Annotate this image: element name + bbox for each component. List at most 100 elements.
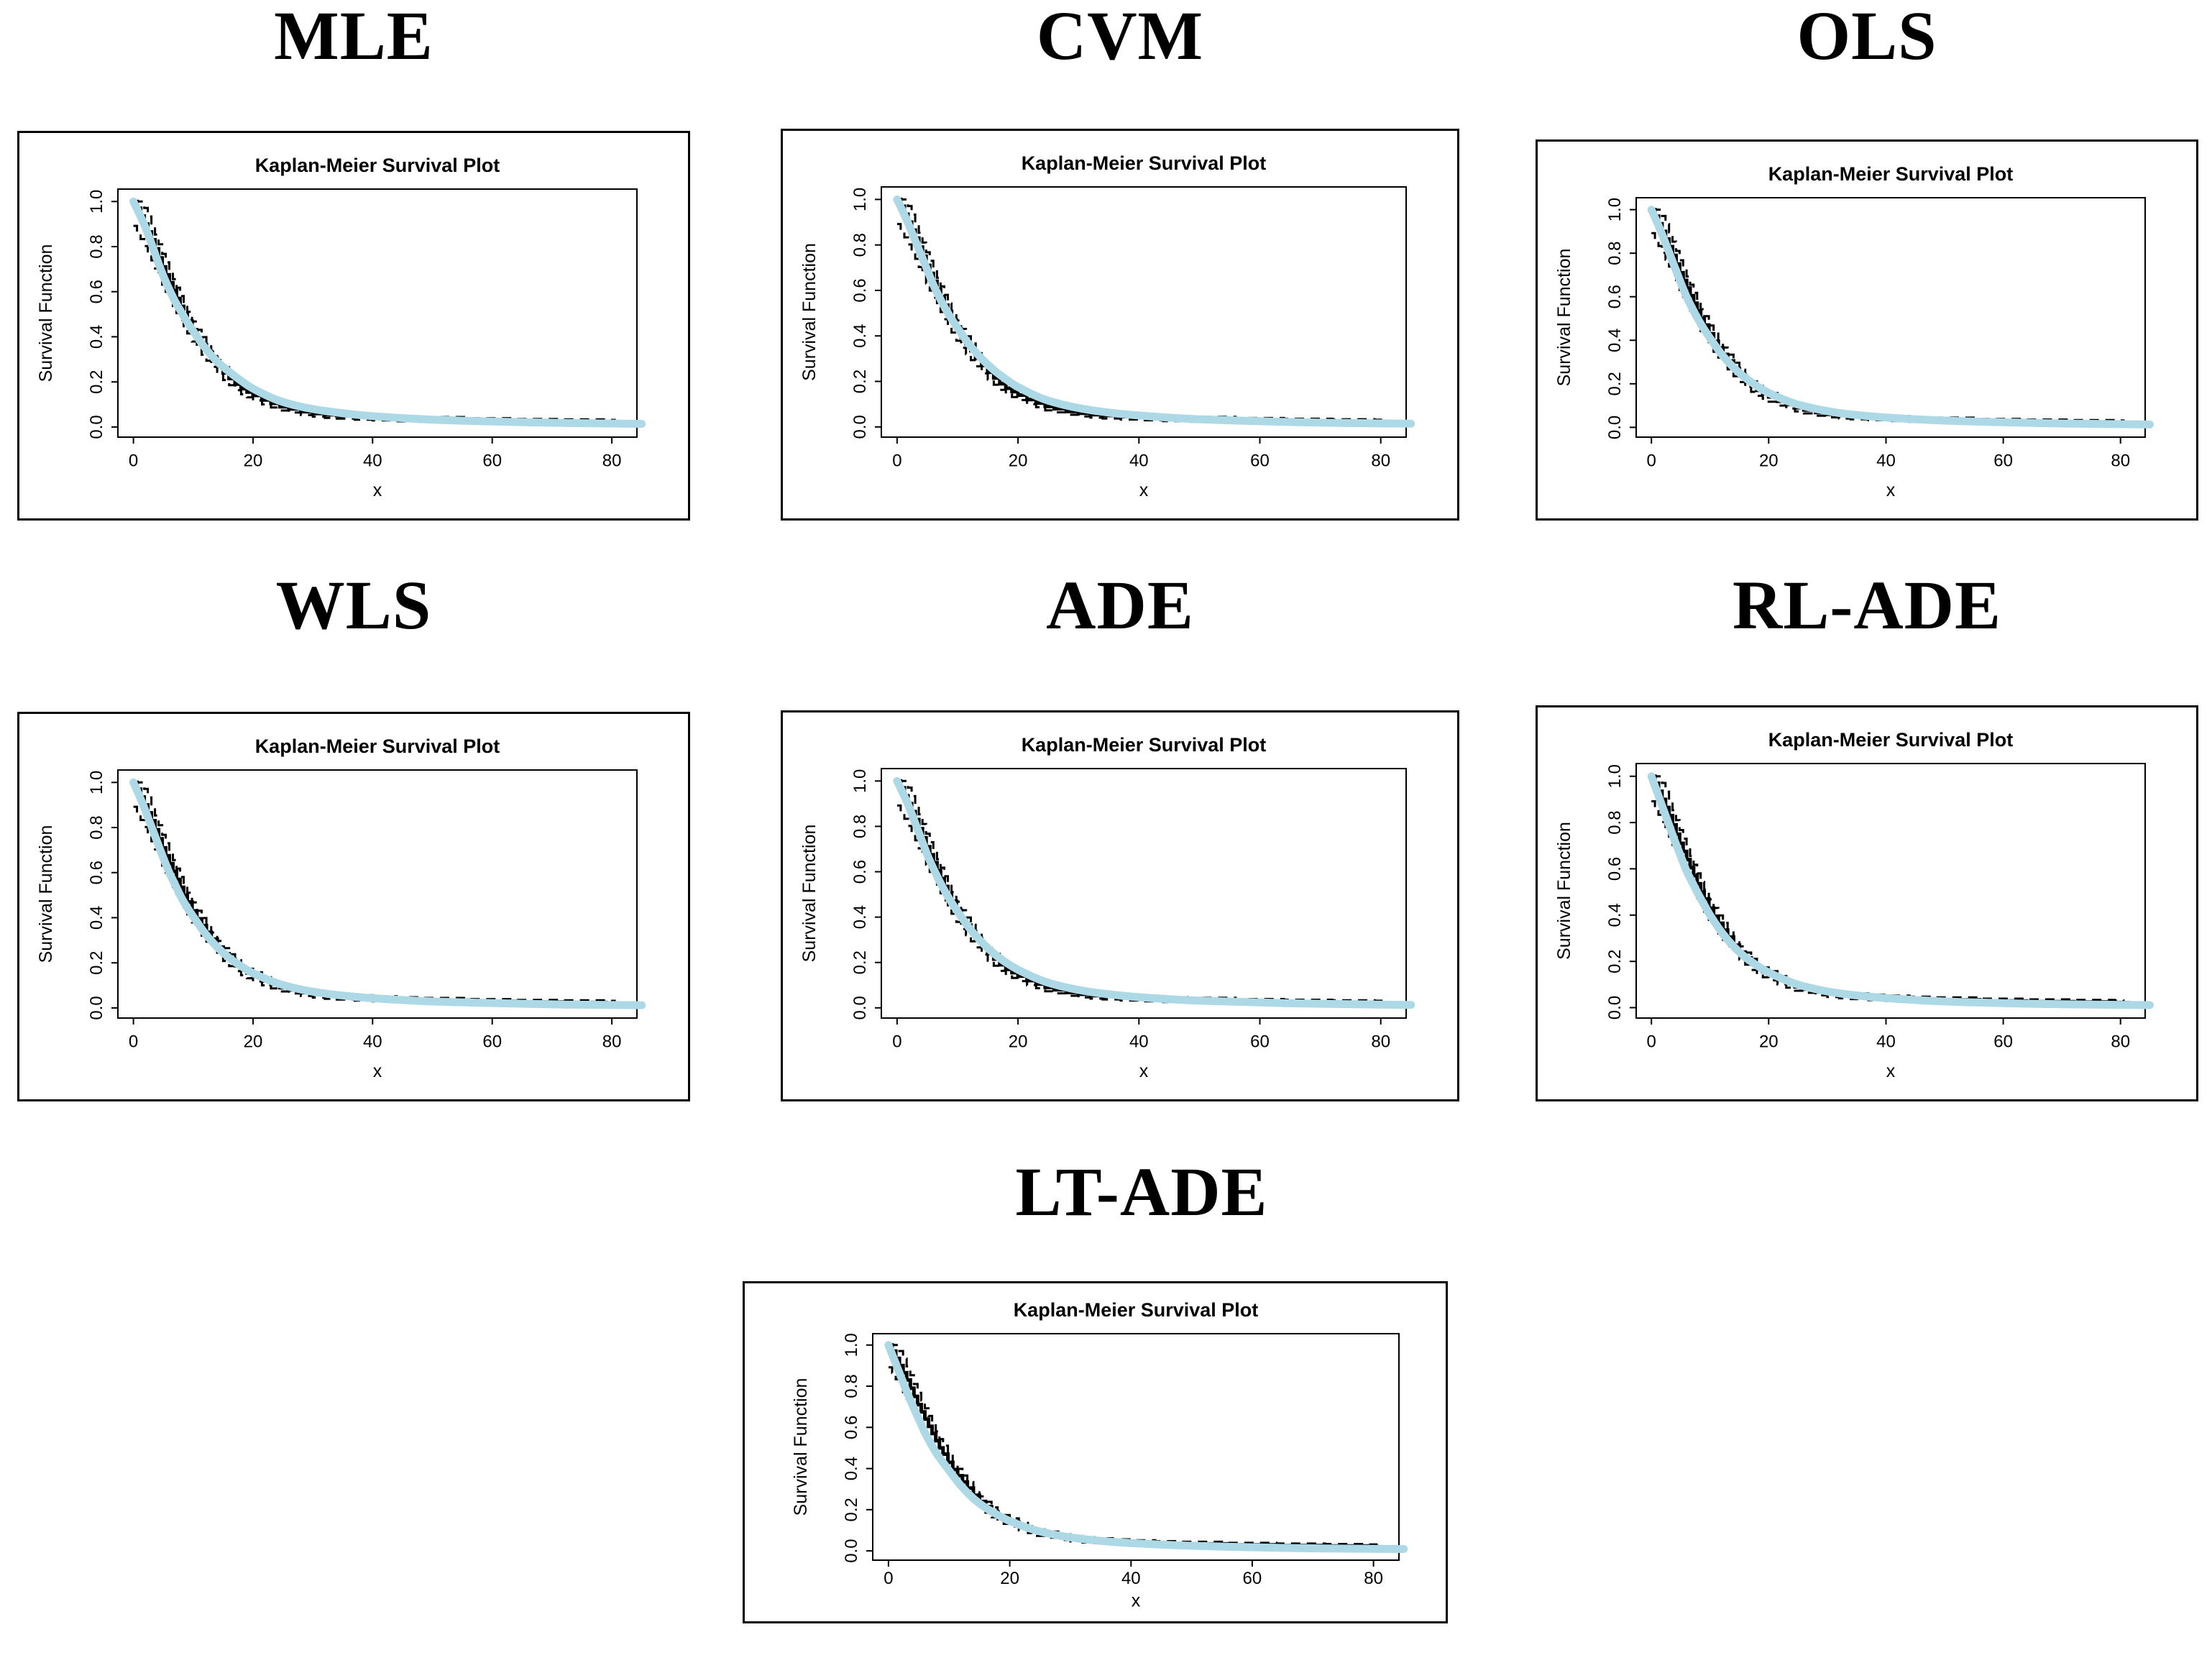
x-tick-label: 60 [1993, 451, 2013, 470]
x-tick-label: 40 [1129, 1032, 1149, 1051]
x-tick-label: 20 [1009, 451, 1028, 470]
x-tick-label: 0 [892, 1032, 901, 1051]
y-tick-label: 1.0 [87, 190, 106, 214]
x-tick-label: 0 [129, 1032, 138, 1051]
x-tick-label: 40 [363, 451, 382, 470]
km-step-curve [1651, 208, 2131, 426]
fitted-survival-curve [893, 195, 1415, 428]
x-axis-label: x [1886, 480, 1896, 500]
km-plot-panel-lt-ade: Kaplan-Meier Survival Plot 0 20 40 60 80 0.0 0.… [743, 1281, 1448, 1623]
y-tick-label: 0.6 [850, 860, 870, 884]
y-axis-label: Survival Function [799, 243, 820, 381]
km-step-curve [888, 1343, 1384, 1550]
km-plot-svg-mle: Kaplan-Meier Survival Plot 0 20 40 60 80 0.0 0.… [17, 131, 690, 521]
x-tick-label: 80 [602, 451, 622, 470]
x-tick-label: 60 [482, 1032, 502, 1051]
y-tick-label: 1.0 [1605, 198, 1625, 221]
y-tick-label: 0.2 [87, 370, 106, 394]
y-tick-label: 0.0 [850, 415, 870, 439]
x-tick-label: 60 [1250, 1032, 1270, 1051]
y-tick-label: 0.4 [87, 325, 106, 349]
x-tick-label: 80 [2111, 1032, 2130, 1051]
x-tick-label: 40 [1121, 1569, 1141, 1588]
y-tick-label: 0.8 [87, 815, 106, 839]
y-tick-label: 0.2 [1605, 372, 1625, 395]
y-tick-label: 0.8 [1605, 242, 1625, 265]
x-axis-label: x [1139, 480, 1149, 500]
km-step-curve [1651, 774, 2131, 1007]
y-tick-label: 0.6 [87, 861, 106, 884]
km-plot-panel-wls: Kaplan-Meier Survival Plot 0 20 40 60 80 0.0 0.… [17, 712, 690, 1101]
y-tick-label: 0.4 [842, 1457, 861, 1480]
y-tick-label: 0.0 [1605, 416, 1625, 439]
method-header-lt-ade: LT-ADE [1015, 1153, 1268, 1230]
x-tick-label: 80 [602, 1032, 622, 1051]
plot-title: Kaplan-Meier Survival Plot [1768, 729, 2014, 751]
x-tick-label: 20 [244, 1032, 263, 1051]
y-tick-label: 0.0 [842, 1539, 861, 1562]
y-tick-label: 0.2 [850, 950, 870, 974]
x-axis-label: x [1132, 1590, 1141, 1610]
km-plot-svg-wls: Kaplan-Meier Survival Plot 0 20 40 60 80 0.0 0.… [17, 712, 690, 1101]
x-tick-label: 40 [363, 1032, 382, 1051]
y-tick-label: 0.0 [850, 996, 870, 1019]
y-axis-label: Survival Function [36, 825, 56, 963]
plot-title: Kaplan-Meier Survival Plot [255, 736, 500, 757]
x-tick-label: 40 [1876, 1032, 1896, 1051]
fitted-survival-curve [1647, 772, 2154, 1009]
y-tick-label: 0.0 [87, 996, 106, 1019]
plot-title: Kaplan-Meier Survival Plot [255, 155, 500, 176]
y-tick-label: 0.4 [87, 906, 106, 930]
x-tick-label: 40 [1129, 451, 1149, 470]
x-tick-label: 80 [1371, 451, 1390, 470]
y-tick-label: 0.2 [850, 370, 870, 393]
x-axis-label: x [373, 480, 382, 500]
x-tick-label: 80 [1364, 1569, 1383, 1588]
method-header-cvm: CVM [1036, 0, 1204, 74]
x-tick-label: 20 [1009, 1032, 1028, 1051]
y-tick-label: 0.8 [87, 234, 106, 258]
method-header-ade: ADE [1046, 567, 1194, 643]
y-tick-label: 0.4 [850, 324, 870, 348]
km-step-curve [896, 197, 1391, 426]
y-axis-label: Survival Function [36, 244, 56, 382]
method-header-mle: MLE [274, 0, 433, 74]
x-tick-label: 60 [482, 451, 502, 470]
x-tick-label: 60 [1250, 451, 1270, 470]
y-tick-label: 0.0 [1605, 996, 1625, 1019]
y-tick-label: 0.8 [850, 815, 870, 838]
x-tick-label: 0 [129, 451, 138, 470]
y-axis-label: Survival Function [799, 825, 820, 963]
km-plot-svg-cvm: Kaplan-Meier Survival Plot 0 20 40 60 80 0.0 0.… [781, 129, 1459, 521]
x-tick-label: 60 [1993, 1032, 2013, 1051]
y-tick-label: 1.0 [850, 188, 870, 211]
fitted-survival-curve [129, 778, 646, 1009]
y-tick-label: 0.8 [1605, 810, 1625, 834]
y-tick-label: 0.6 [87, 280, 106, 303]
x-tick-label: 40 [1876, 451, 1896, 470]
y-tick-label: 0.6 [850, 278, 870, 302]
y-axis-label: Survival Function [791, 1378, 811, 1516]
x-tick-label: 0 [1647, 1032, 1656, 1051]
y-tick-label: 1.0 [850, 769, 870, 793]
method-header-rl-ade: RL-ADE [1732, 567, 2001, 643]
x-axis-label: x [1139, 1061, 1149, 1081]
x-axis-label: x [1886, 1061, 1896, 1081]
km-step-curve [896, 779, 1391, 1007]
km-plot-panel-ade: Kaplan-Meier Survival Plot 0 20 40 60 80 0.0 0.… [781, 710, 1459, 1101]
km-step-curve [133, 780, 623, 1007]
y-tick-label: 1.0 [842, 1333, 861, 1357]
y-axis-label: Survival Function [1554, 822, 1574, 960]
x-axis-label: x [373, 1061, 382, 1081]
plot-title: Kaplan-Meier Survival Plot [1022, 734, 1267, 756]
x-tick-label: 20 [1759, 451, 1779, 470]
y-tick-label: 1.0 [87, 771, 106, 794]
y-axis-label: Survival Function [1554, 249, 1574, 387]
km-plot-panel-ols: Kaplan-Meier Survival Plot 0 20 40 60 80 0.0 0.… [1536, 139, 2198, 521]
km-plot-svg-ade: Kaplan-Meier Survival Plot 0 20 40 60 80 0.0 0.… [781, 710, 1459, 1101]
x-tick-label: 0 [884, 1569, 893, 1588]
y-tick-label: 0.4 [1605, 329, 1625, 352]
x-tick-label: 0 [1647, 451, 1656, 470]
y-tick-label: 0.4 [850, 905, 870, 929]
